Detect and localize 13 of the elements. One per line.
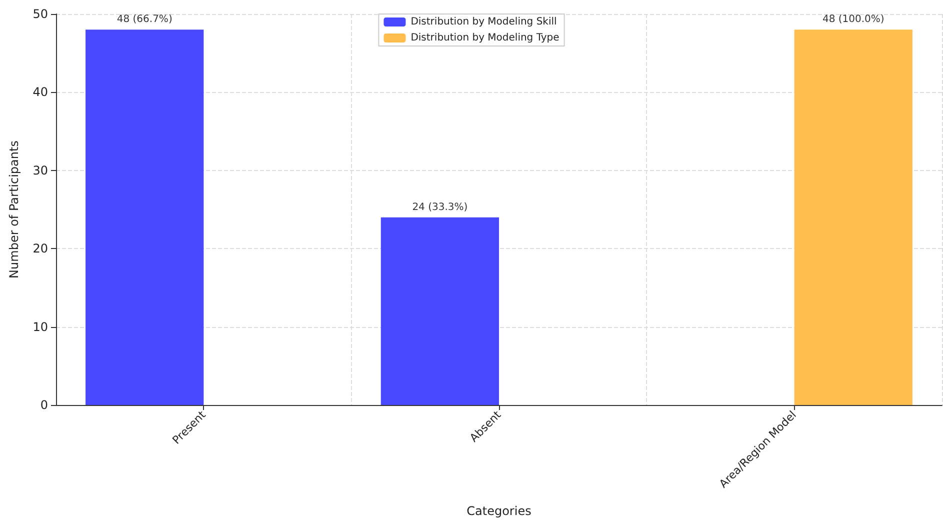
data-label: 48 (66.7%) (116, 14, 172, 26)
y-tick-label: 50 (32, 7, 48, 21)
x-axis-title: Categories (466, 504, 532, 518)
y-tick-label: 40 (32, 85, 48, 100)
y-tick-label: 20 (32, 242, 48, 256)
y-axis-title: Number of Participants (7, 140, 21, 278)
y-tick-label: 10 (32, 320, 48, 334)
legend-label: Distribution by Modeling Skill (410, 16, 557, 28)
data-label: 48 (100.0%) (822, 14, 884, 26)
data-label: 24 (33.3%) (412, 202, 468, 213)
legend-label: Distribution by Modeling Type (410, 32, 560, 44)
y-tick-label: 0 (40, 398, 48, 412)
y-tick-label: 30 (32, 163, 48, 178)
